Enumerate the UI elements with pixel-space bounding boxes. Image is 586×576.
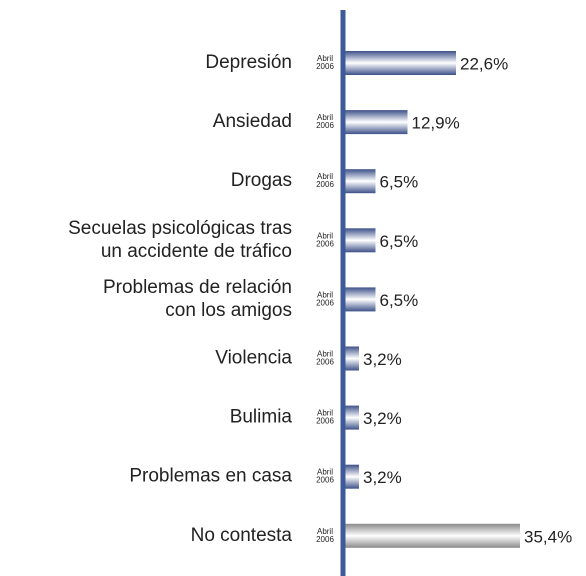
bar — [343, 405, 359, 430]
value-label: 6,5% — [380, 173, 419, 192]
category-label: Depresión — [205, 52, 292, 73]
period-label: Abril 2006 — [316, 468, 334, 485]
category-label: Secuelas psicológicas tras un accidente d… — [68, 218, 292, 262]
value-label: 3,2% — [363, 409, 402, 428]
bar — [343, 523, 520, 548]
period-label: Abril 2006 — [316, 527, 334, 544]
period-label: Abril 2006 — [316, 409, 334, 426]
period-label: Abril 2006 — [316, 231, 334, 248]
value-label: 3,2% — [363, 468, 402, 487]
period-label: Abril 2006 — [316, 350, 334, 367]
bar — [343, 228, 376, 253]
period-label: Abril 2006 — [316, 291, 334, 308]
category-label: Violencia — [215, 348, 292, 369]
value-label: 6,5% — [380, 232, 419, 251]
period-label: Abril 2006 — [316, 113, 334, 130]
value-label: 22,6% — [460, 54, 508, 73]
bar — [343, 346, 359, 371]
bar — [343, 110, 408, 135]
bar — [343, 287, 376, 312]
category-label: Problemas de relación con los amigos — [103, 277, 292, 321]
value-label: 3,2% — [363, 350, 402, 369]
category-label: No contesta — [191, 525, 293, 546]
bar — [343, 464, 359, 489]
category-label: Drogas — [231, 170, 292, 191]
value-label: 6,5% — [380, 291, 419, 310]
category-label: Problemas en casa — [129, 466, 292, 487]
value-label: 12,9% — [412, 114, 460, 133]
period-label: Abril 2006 — [316, 54, 334, 71]
category-label: Ansiedad — [213, 111, 292, 132]
category-label: Bulimia — [230, 407, 293, 428]
bar — [343, 169, 376, 194]
value-label: 35,4% — [524, 527, 572, 546]
bar — [343, 51, 456, 75]
period-label: Abril 2006 — [316, 172, 334, 189]
